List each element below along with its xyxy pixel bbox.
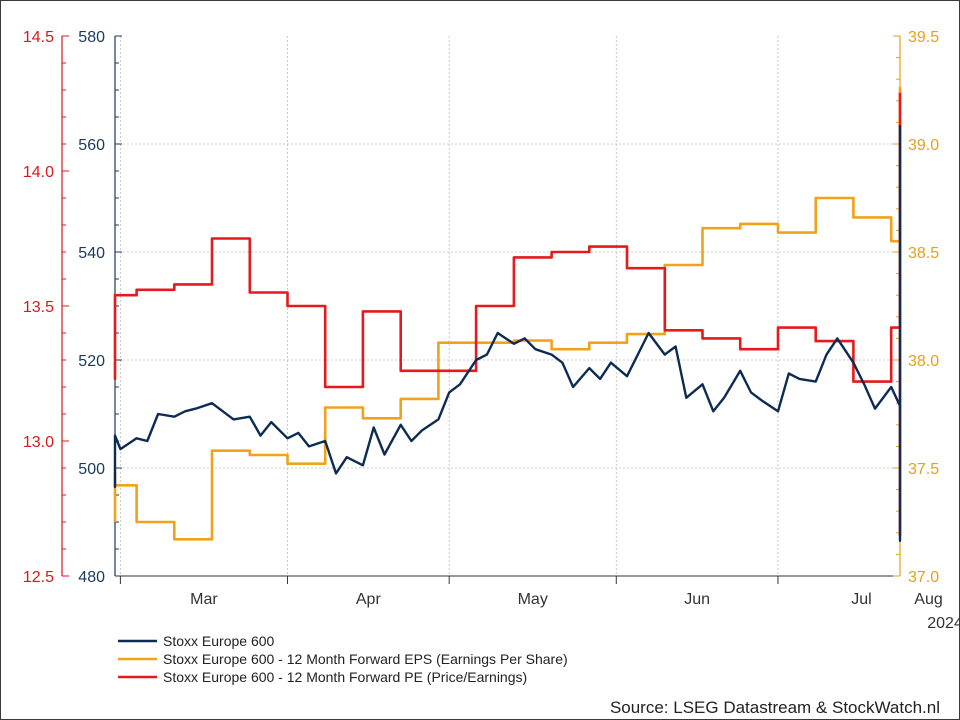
- pe-tick-label: 12.5: [23, 569, 54, 586]
- index-tick-label: 540: [78, 245, 105, 262]
- month-label: Mar: [190, 591, 218, 608]
- year-label: 2024: [927, 615, 960, 632]
- pe-tick-label: 14.5: [23, 29, 54, 46]
- index-tick-label: 520: [78, 353, 105, 370]
- legend: Stoxx Europe 600 Stoxx Europe 600 - 12 Mo…: [118, 633, 568, 685]
- index-tick-label: 500: [78, 461, 105, 478]
- eps-tick-label: 39.5: [908, 29, 939, 46]
- pe-tick-label: 13.0: [23, 434, 54, 451]
- eps-tick-label: 37.5: [908, 461, 939, 478]
- eps-tick-label: 37.0: [908, 569, 939, 586]
- legend-label: Stoxx Europe 600 - 12 Month Forward EPS …: [163, 651, 568, 667]
- pe-tick-label: 13.5: [23, 299, 54, 316]
- month-label: Apr: [356, 591, 382, 608]
- eps-tick-label: 39.0: [908, 137, 939, 154]
- eps-tick-label: 38.5: [908, 245, 939, 262]
- eps-tick-label: 38.0: [908, 353, 939, 370]
- month-label: Jul: [851, 591, 871, 608]
- index-tick-label: 580: [78, 29, 105, 46]
- month-label: Jun: [684, 591, 710, 608]
- pe-tick-label: 14.0: [23, 164, 54, 181]
- series-line-0: [113, 125, 902, 543]
- series-line-1: [113, 86, 902, 541]
- legend-label: Stoxx Europe 600: [163, 633, 275, 649]
- source-note: Source: LSEG Datastream & StockWatch.nl: [610, 698, 940, 717]
- axes: 12.5 13.0 13.5 14.0 14.5 480 500 520 540 560 580 37…: [23, 29, 960, 632]
- index-tick-label: 560: [78, 137, 105, 154]
- series-layer: [113, 86, 902, 543]
- index-tick-label: 480: [78, 569, 105, 586]
- month-label: May: [518, 591, 548, 608]
- legend-label: Stoxx Europe 600 - 12 Month Forward PE (…: [163, 669, 527, 685]
- month-label: Aug: [914, 591, 942, 608]
- series-line-2: [113, 92, 902, 537]
